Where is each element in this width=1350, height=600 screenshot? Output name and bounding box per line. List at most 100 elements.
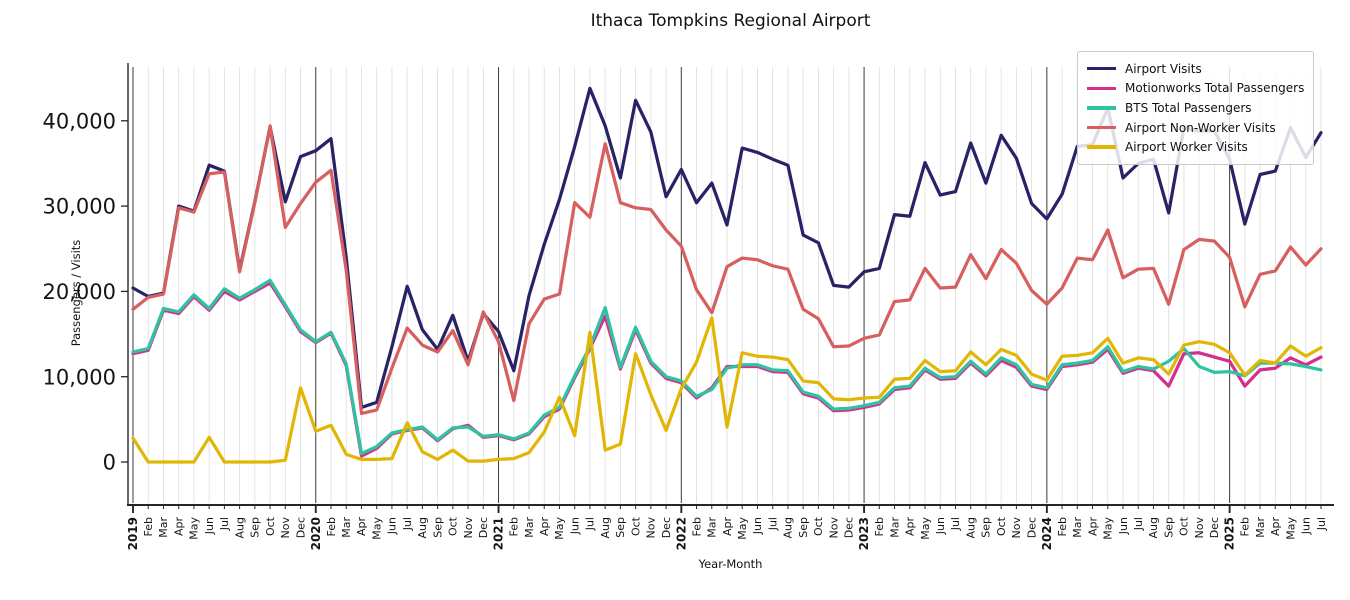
x-tick-month: Oct bbox=[264, 516, 277, 536]
x-tick-month: Jun bbox=[386, 517, 399, 535]
x-tick-year-2025: 2025 bbox=[1223, 517, 1237, 550]
x-tick-month: Jun bbox=[203, 517, 216, 535]
x-tick-month: Jun bbox=[1300, 517, 1313, 535]
x-tick-month: Jul bbox=[218, 517, 231, 531]
x-tick-month: Apr bbox=[904, 517, 917, 537]
x-tick-month: Feb bbox=[873, 517, 886, 536]
x-tick-month: May bbox=[188, 517, 201, 540]
series-line-bts-total-passengers bbox=[131, 278, 1323, 456]
x-tick-month: Jul bbox=[1315, 517, 1328, 531]
x-tick-month: Jun bbox=[568, 517, 581, 535]
y-tick-label: 40,000 bbox=[43, 109, 116, 133]
series-line-airport-worker-visits bbox=[131, 316, 1323, 464]
legend: Airport Visits Motionworks Total Passenge… bbox=[1077, 51, 1314, 165]
x-tick-month: Apr bbox=[1269, 517, 1282, 537]
x-tick-month: Jul bbox=[401, 517, 414, 531]
x-tick-month: Dec bbox=[294, 517, 307, 538]
x-tick-month: Jul bbox=[584, 517, 597, 531]
legend-item-airport-visits: Airport Visits bbox=[1087, 59, 1304, 79]
axes bbox=[127, 63, 1334, 506]
series-line-airport-non-worker-visits bbox=[131, 124, 1323, 416]
x-tick-year-2022: 2022 bbox=[674, 517, 688, 550]
legend-swatch-bts-total-passengers bbox=[1087, 106, 1116, 110]
x-tick-month: Mar bbox=[706, 517, 719, 538]
x-tick-month: Aug bbox=[599, 517, 612, 538]
x-tick-month: Apr bbox=[1086, 517, 1099, 537]
y-axis-ticks: 0 10,000 20,000 30,000 40,000 bbox=[43, 109, 128, 475]
x-tick-month: Sep bbox=[797, 517, 810, 538]
x-tick-month: Jul bbox=[766, 517, 779, 531]
x-tick-month: Oct bbox=[447, 516, 460, 536]
x-tick-month: Nov bbox=[1193, 517, 1206, 539]
legend-swatch-airport-worker-visits bbox=[1087, 145, 1116, 149]
x-tick-month: Aug bbox=[1147, 517, 1160, 538]
x-tick-month: Mar bbox=[1254, 517, 1267, 538]
x-tick-month: Feb bbox=[508, 517, 521, 536]
x-tick-month: Apr bbox=[355, 517, 368, 537]
x-tick-month: Nov bbox=[279, 517, 292, 539]
x-tick-month: Feb bbox=[690, 517, 703, 536]
x-tick-month: May bbox=[1284, 517, 1297, 540]
x-tick-month: Nov bbox=[645, 517, 658, 539]
legend-label: Motionworks Total Passengers bbox=[1125, 81, 1305, 96]
x-tick-month: Sep bbox=[1162, 517, 1175, 538]
x-tick-month: May bbox=[553, 517, 566, 540]
x-tick-month: Jun bbox=[934, 517, 947, 535]
x-tick-month: Oct bbox=[1178, 516, 1191, 536]
y-tick-label: 0 bbox=[103, 451, 116, 475]
series-lines bbox=[131, 86, 1323, 464]
x-tick-month: Sep bbox=[614, 517, 627, 538]
x-tick-month: Mar bbox=[1071, 517, 1084, 538]
x-axis-ticks: 2019 Feb Mar Apr May Jun Jul Aug Sep Oct Nov Dec 202… bbox=[126, 505, 1328, 550]
legend-swatch-airport-visits bbox=[1087, 67, 1116, 71]
y-tick-label: 30,000 bbox=[43, 195, 116, 219]
x-tick-year-2021: 2021 bbox=[492, 517, 506, 550]
x-tick-month: Dec bbox=[477, 517, 490, 538]
x-tick-month: Feb bbox=[325, 517, 338, 536]
legend-item-bts-total-passengers: BTS Total Passengers bbox=[1087, 98, 1304, 118]
x-axis-title: Year-Month bbox=[698, 557, 763, 571]
x-tick-month: Mar bbox=[340, 517, 353, 538]
y-axis-title: Passengers / Visits bbox=[69, 239, 83, 347]
legend-item-motionworks-total-passengers: Motionworks Total Passengers bbox=[1087, 79, 1304, 99]
x-tick-month: Mar bbox=[523, 517, 536, 538]
x-tick-month: Aug bbox=[964, 517, 977, 538]
legend-item-airport-worker-visits: Airport Worker Visits bbox=[1087, 137, 1304, 157]
x-tick-month: Nov bbox=[462, 517, 475, 539]
x-tick-month: Mar bbox=[888, 517, 901, 538]
x-tick-month: Feb bbox=[142, 517, 155, 536]
legend-label: Airport Worker Visits bbox=[1125, 140, 1248, 155]
legend-label: BTS Total Passengers bbox=[1125, 100, 1252, 115]
x-tick-month: Aug bbox=[782, 517, 795, 538]
x-tick-month: Sep bbox=[980, 517, 993, 538]
x-tick-month: Jun bbox=[1117, 517, 1130, 535]
x-tick-month: Dec bbox=[1208, 517, 1221, 538]
x-tick-month: Oct bbox=[812, 516, 825, 536]
x-tick-month: Aug bbox=[233, 517, 246, 538]
legend-label: Airport Visits bbox=[1125, 61, 1202, 76]
x-tick-month: Apr bbox=[538, 517, 551, 537]
x-tick-month: Jul bbox=[1132, 517, 1145, 531]
x-tick-month: Sep bbox=[431, 517, 444, 538]
legend-item-airport-non-worker-visits: Airport Non-Worker Visits bbox=[1087, 118, 1304, 138]
legend-label: Airport Non-Worker Visits bbox=[1125, 120, 1276, 135]
legend-swatch-motionworks-total-passengers bbox=[1087, 86, 1116, 91]
legend-swatch-airport-non-worker-visits bbox=[1087, 125, 1116, 130]
x-tick-year-2020: 2020 bbox=[309, 517, 323, 550]
x-tick-month: May bbox=[919, 517, 932, 540]
x-tick-month: Oct bbox=[629, 516, 642, 536]
x-tick-month: Nov bbox=[1010, 517, 1023, 539]
x-tick-year-2019: 2019 bbox=[126, 517, 140, 550]
x-tick-month: Apr bbox=[721, 517, 734, 537]
x-tick-year-2023: 2023 bbox=[857, 517, 871, 550]
x-tick-month: Oct bbox=[995, 516, 1008, 536]
x-tick-month: Apr bbox=[172, 517, 185, 537]
x-tick-month: Jul bbox=[949, 517, 962, 531]
x-tick-month: May bbox=[736, 517, 749, 540]
x-tick-month: Mar bbox=[157, 517, 170, 538]
chart-title: Ithaca Tompkins Regional Airport bbox=[590, 11, 871, 31]
y-tick-label: 20,000 bbox=[43, 280, 116, 304]
x-tick-month: Feb bbox=[1239, 517, 1252, 536]
